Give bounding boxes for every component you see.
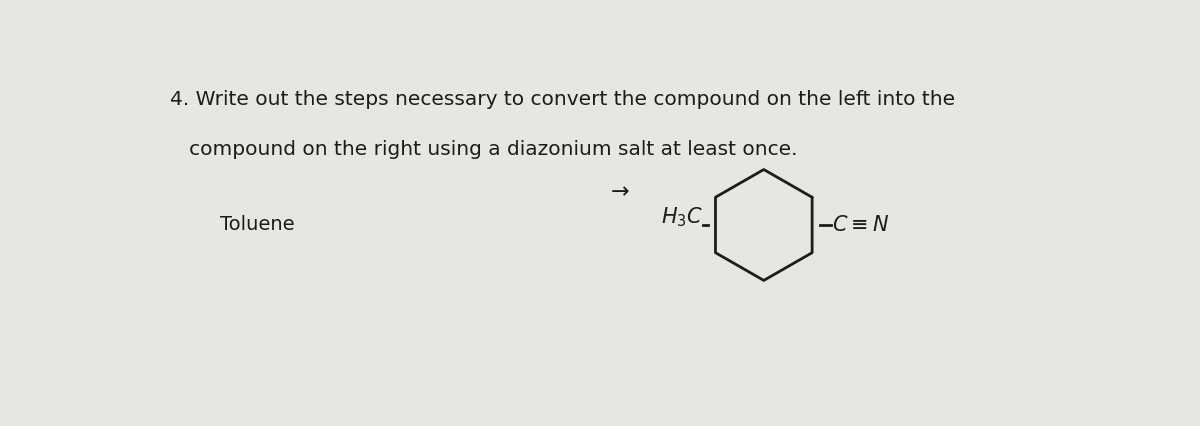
Text: $C{\equiv}N$: $C{\equiv}N$ [832,215,889,235]
Text: Toluene: Toluene [220,216,294,234]
Text: 4. Write out the steps necessary to convert the compound on the left into the: 4. Write out the steps necessary to conv… [170,90,955,109]
Text: →: → [611,182,629,202]
Text: $H_3C$: $H_3C$ [661,205,703,229]
Text: compound on the right using a diazonium salt at least once.: compound on the right using a diazonium … [170,140,798,159]
